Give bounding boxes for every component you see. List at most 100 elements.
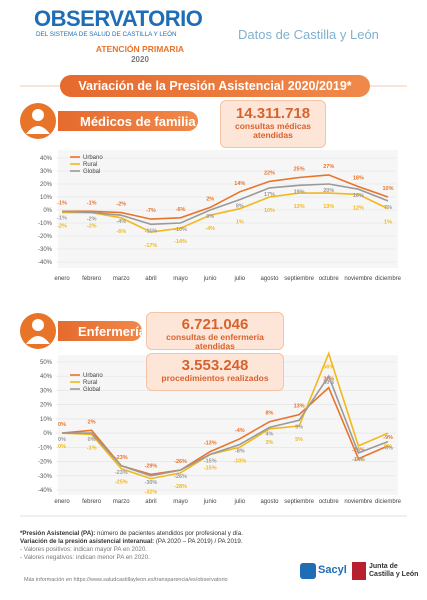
icon-head: [32, 319, 44, 331]
x-tick-label: diciembre: [375, 499, 402, 505]
value-label: 0%: [384, 444, 392, 450]
value-label: 0%: [58, 444, 66, 450]
value-label: -4%: [205, 226, 215, 232]
series-line: [62, 374, 389, 477]
value-label: -10%: [174, 227, 187, 233]
more-info: Más información en https://www.saludcast…: [24, 577, 228, 583]
value-label: 32%: [323, 377, 334, 383]
value-label: 0%: [58, 437, 66, 443]
value-label: -18%: [352, 448, 365, 454]
value-label: -4%: [116, 219, 126, 225]
sacyl-icon: [300, 563, 316, 579]
legend-label: Urbano: [83, 373, 103, 379]
y-tick-label: -40%: [38, 488, 53, 494]
value-label: -1%: [87, 200, 97, 206]
x-tick-label: septiembre: [284, 276, 314, 282]
logo: OBSERVATORIO: [34, 6, 203, 31]
value-label: -2%: [57, 224, 67, 230]
value-label: 27%: [323, 164, 334, 170]
value-label: 22%: [264, 170, 275, 176]
value-label: -23%: [115, 455, 128, 461]
stat-text: consultas médicas atendidas: [234, 121, 312, 140]
value-label: -2%: [87, 224, 97, 230]
footnotes: *Presión Asistencial (PA): número de pac…: [20, 530, 410, 562]
value-label: 0%: [58, 422, 66, 428]
value-label: 9%: [295, 424, 303, 430]
value-label: 10%: [264, 208, 275, 214]
y-tick-label: 40%: [40, 374, 53, 380]
series-line: [62, 174, 389, 220]
value-label: 0%: [88, 437, 96, 443]
stat-number: 14.311.718: [235, 105, 311, 122]
x-tick-label: febrero: [82, 276, 102, 282]
icon-body: [26, 336, 50, 344]
value-label: 7%: [384, 205, 392, 211]
definition-line: *Presión Asistencial (PA): número de pac…: [20, 530, 410, 538]
y-tick-label: -20%: [38, 460, 53, 466]
x-tick-label: mayo: [173, 276, 188, 282]
definition: número de pacientes atendidos por profes…: [97, 530, 243, 537]
value-label: 13%: [294, 204, 305, 210]
y-tick-label: 20%: [40, 182, 53, 188]
icon-head: [32, 109, 44, 121]
legend-label: Rural: [83, 162, 97, 168]
value-label: 10%: [382, 186, 393, 192]
series-line: [61, 351, 389, 480]
stat-box: 3.553.248 procedimientos realizados: [146, 353, 284, 391]
value-label: -25%: [115, 480, 128, 486]
stat-text: consultas de enfermería atendidas: [166, 332, 264, 351]
value-label: -15%: [204, 465, 217, 471]
section-title: Enfermería: [58, 321, 146, 341]
y-tick-label: 0%: [43, 431, 52, 437]
value-label: -2%: [87, 217, 97, 223]
junta-line: Castilla y León: [369, 571, 419, 578]
x-tick-label: febrero: [82, 499, 102, 505]
value-label: -2%: [116, 202, 126, 208]
x-tick-label: noviembre: [344, 499, 373, 505]
value-label: 2%: [206, 196, 214, 202]
x-tick-label: mayo: [173, 499, 188, 505]
legend-label: Global: [83, 169, 100, 175]
stat-number: 6.721.046: [181, 316, 249, 333]
x-tick-label: diciembre: [375, 276, 402, 282]
value-label: 25%: [294, 167, 305, 173]
legend-label: Global: [83, 387, 100, 393]
region: Datos de Castilla y León: [238, 27, 379, 42]
value-label: 18%: [353, 176, 364, 182]
value-label: 20%: [323, 188, 334, 194]
value-label: -8%: [235, 448, 245, 454]
legend-label: Urbano: [83, 155, 103, 161]
y-tick-label: -20%: [38, 234, 53, 240]
value-label: 19%: [294, 189, 305, 195]
section: ATENCIÓN PRIMARIA: [95, 44, 185, 54]
year: 2020: [131, 55, 149, 64]
value-label: -26%: [174, 474, 187, 480]
section-title: Médicos de familia: [58, 111, 198, 131]
definition-term: *Presión Asistencial (PA):: [20, 530, 96, 537]
value-label: -15%: [204, 458, 217, 464]
x-tick-label: enero: [54, 276, 70, 282]
y-tick-label: 30%: [40, 169, 53, 175]
logo-sub: DEL SISTEMA DE SALUD DE CASTILLA Y LEÓN: [36, 31, 177, 38]
y-tick-label: 0%: [43, 208, 52, 214]
junta-icon: [352, 562, 366, 580]
x-tick-label: enero: [54, 499, 70, 505]
y-tick-label: 20%: [40, 403, 53, 409]
series-line: [61, 183, 389, 226]
value-label: -14%: [352, 457, 365, 463]
x-tick-label: julio: [233, 276, 245, 282]
value-label: 1%: [384, 220, 392, 226]
value-label: -29%: [144, 463, 157, 469]
value-label: 8%: [265, 411, 273, 417]
x-tick-label: agosto: [260, 276, 279, 282]
value-label: -11%: [145, 228, 158, 234]
sacyl-logo: Sacyl: [318, 564, 347, 576]
x-tick-label: julio: [233, 499, 245, 505]
stat-text: procedimientos realizados: [161, 373, 269, 383]
y-tick-label: 40%: [40, 156, 53, 162]
value-label: -30%: [144, 480, 157, 486]
y-tick-label: 30%: [40, 388, 53, 394]
banner: Variación de la Presión Asistencial 2020…: [60, 75, 370, 97]
series-line: [62, 192, 389, 233]
